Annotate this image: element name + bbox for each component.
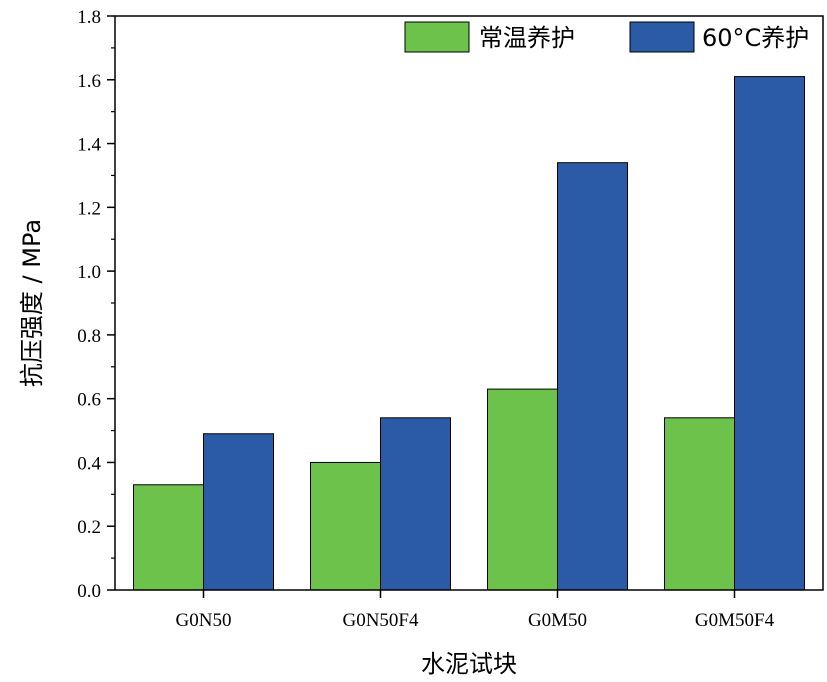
y-tick-label: 0.2 bbox=[77, 517, 101, 538]
legend-label-series-2: 60°C养护 bbox=[702, 24, 809, 52]
legend: 常温养护 60°C养护 bbox=[404, 21, 809, 53]
bar-G0M50F4-series-2 bbox=[734, 76, 805, 591]
bar-G0M50-series-1 bbox=[487, 388, 558, 591]
x-tick-label: G0M50F4 bbox=[695, 610, 775, 631]
y-axis-title: 抗压强度 / MPa bbox=[18, 219, 46, 387]
bar-G0M50-series-2 bbox=[557, 162, 628, 591]
x-tick-label: G0M50 bbox=[528, 610, 587, 631]
y-tick-label: 0.8 bbox=[77, 326, 101, 347]
y-tick-label: 1.4 bbox=[77, 135, 101, 156]
legend-label-series-1: 常温养护 bbox=[479, 24, 575, 52]
y-tick-label: 0.6 bbox=[77, 390, 101, 411]
y-tick-label: 1.2 bbox=[77, 198, 101, 219]
x-axis-ticks: G0N50 G0N50F4 G0M50 G0M50F4 bbox=[176, 590, 775, 631]
y-tick-label: 1.0 bbox=[77, 262, 101, 283]
y-tick-label: 1.8 bbox=[77, 7, 101, 28]
bar-G0N50-series-1 bbox=[133, 484, 204, 591]
y-tick-label: 0.4 bbox=[77, 453, 101, 474]
legend-swatch-series-2 bbox=[629, 21, 695, 53]
y-axis-ticks: 0.0 0.2 0.4 0.6 0.8 1.0 1.2 1.4 1.6 1.8 bbox=[77, 7, 115, 602]
bar-G0N50F4-series-1 bbox=[310, 461, 381, 591]
plot-frame bbox=[114, 15, 824, 591]
y-tick-label: 1.6 bbox=[77, 71, 101, 92]
y-tick-label: 0.0 bbox=[77, 581, 101, 602]
bar-G0N50-series-2 bbox=[203, 433, 274, 591]
bars-layer bbox=[133, 76, 805, 591]
legend-swatch-series-1 bbox=[404, 21, 470, 53]
bar-G0N50F4-series-2 bbox=[380, 417, 451, 591]
x-axis-title: 水泥试块 bbox=[421, 650, 517, 678]
bar-G0M50F4-series-1 bbox=[664, 417, 735, 591]
x-tick-label: G0N50F4 bbox=[342, 610, 419, 631]
x-tick-label: G0N50 bbox=[176, 610, 232, 631]
